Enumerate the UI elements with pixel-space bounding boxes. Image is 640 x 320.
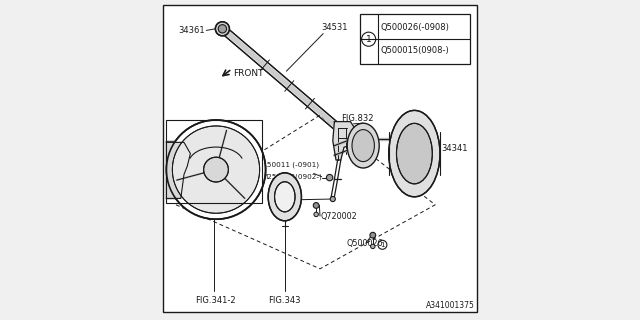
Polygon shape [220, 26, 346, 136]
Ellipse shape [388, 110, 440, 197]
Polygon shape [333, 122, 357, 160]
FancyBboxPatch shape [360, 14, 470, 64]
Text: 1: 1 [380, 242, 385, 248]
Text: M250083(0902-): M250083(0902-) [261, 173, 321, 180]
Circle shape [330, 196, 335, 202]
Text: 34531: 34531 [322, 23, 348, 32]
Text: 34361: 34361 [178, 26, 205, 35]
Circle shape [371, 244, 375, 249]
Ellipse shape [352, 130, 374, 162]
Ellipse shape [275, 182, 295, 212]
Circle shape [370, 232, 376, 238]
Text: Q500015(0908-): Q500015(0908-) [381, 46, 449, 55]
Text: 1: 1 [366, 35, 371, 44]
Text: Q720002: Q720002 [321, 212, 357, 220]
Text: FIG.343: FIG.343 [269, 296, 301, 305]
Ellipse shape [347, 123, 379, 168]
Text: FRONT: FRONT [234, 69, 264, 78]
Polygon shape [166, 142, 191, 198]
Circle shape [314, 212, 319, 217]
Circle shape [166, 120, 266, 219]
Circle shape [172, 126, 260, 213]
FancyBboxPatch shape [163, 5, 477, 312]
Circle shape [218, 25, 227, 33]
Ellipse shape [268, 173, 301, 221]
Circle shape [326, 174, 333, 181]
Circle shape [215, 22, 230, 36]
Text: FIG.341-2: FIG.341-2 [195, 296, 236, 305]
Text: FIG.832: FIG.832 [340, 114, 373, 123]
Text: Q500026(-0908): Q500026(-0908) [381, 23, 450, 32]
Text: 34351C: 34351C [269, 197, 300, 206]
Text: M250011 (-0901): M250011 (-0901) [256, 162, 319, 168]
Text: A341001375: A341001375 [426, 301, 475, 310]
Circle shape [314, 203, 319, 208]
Circle shape [204, 157, 228, 182]
Ellipse shape [396, 123, 433, 184]
Text: 34341: 34341 [442, 144, 468, 153]
Text: Q500026: Q500026 [346, 239, 383, 248]
